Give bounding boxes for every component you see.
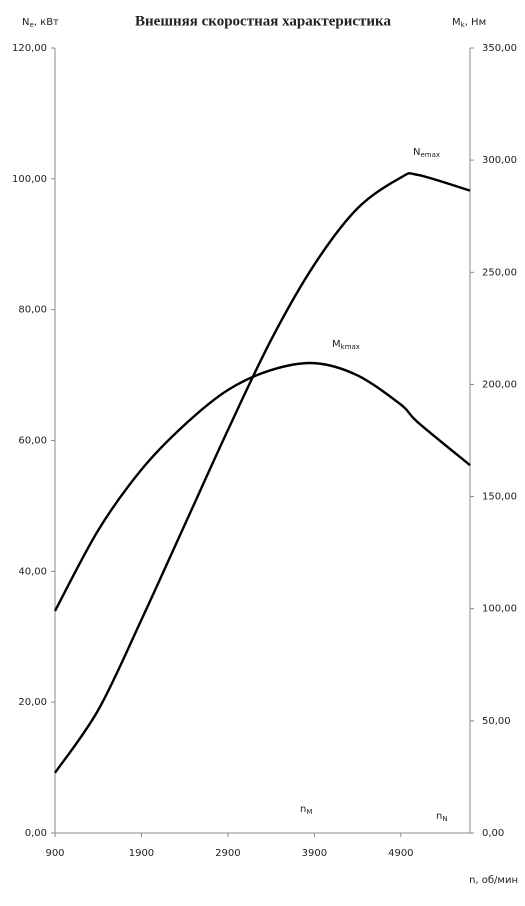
x-axis-label: n, об/мин [469,875,518,886]
y-tick-label: 100,00 [12,174,47,185]
y-axis-label-main: N [22,17,29,28]
y-tick-label: 60,00 [18,436,47,447]
annotation: nM [300,804,312,816]
annotation: nN [436,811,448,823]
chart-title: Внешняя скоростная характеристика [135,13,391,29]
x-tick-label: 2900 [215,848,240,859]
y-tick-label: 40,00 [18,566,47,577]
annotation-sub: M [306,808,312,816]
y-axis-label-rest: , кВт [34,17,59,28]
x-tick-label: 900 [45,848,64,859]
y-axis-label-sub: e [29,21,33,29]
y2-axis-label: Mk, Нм [452,17,486,29]
y-tick-label: 0,00 [25,828,47,839]
y2-axis-label-rest: , Нм [465,17,486,28]
y2-axis-label-main: M [452,17,461,28]
y2-axis-label-sub: k [461,21,466,29]
y2-tick-label: 300,00 [482,155,517,166]
y2-tick-label: 150,00 [482,492,517,503]
y2-tick-label: 350,00 [482,43,517,54]
y-tick-label: 80,00 [18,305,47,316]
annotation-main: n [300,804,306,815]
line-series [54,172,471,774]
annotation-main: N [413,147,420,158]
x-tick-label: 3900 [302,848,327,859]
annotation: Nemax [413,147,440,159]
y2-tick-label: 100,00 [482,604,517,615]
y2-tick-label: 200,00 [482,379,517,390]
annotation-sub: kmax [341,343,360,351]
y2-tick-label: 0,00 [482,828,504,839]
x-tick-label: 1900 [129,848,154,859]
annotation-sub: N [442,815,447,823]
y-axis-label: Ne, кВт [22,17,59,29]
y2-tick-label: 50,00 [482,716,511,727]
y2-tick-label: 250,00 [482,267,517,278]
annotation-sub: emax [420,151,440,159]
x-tick-label: 4900 [388,848,413,859]
annotation: Mkmax [332,339,360,351]
annotation-main: n [436,811,442,822]
annotation-main: M [332,339,341,350]
line-series [53,361,471,612]
y-tick-label: 20,00 [18,697,47,708]
y-tick-label: 120,00 [12,43,47,54]
